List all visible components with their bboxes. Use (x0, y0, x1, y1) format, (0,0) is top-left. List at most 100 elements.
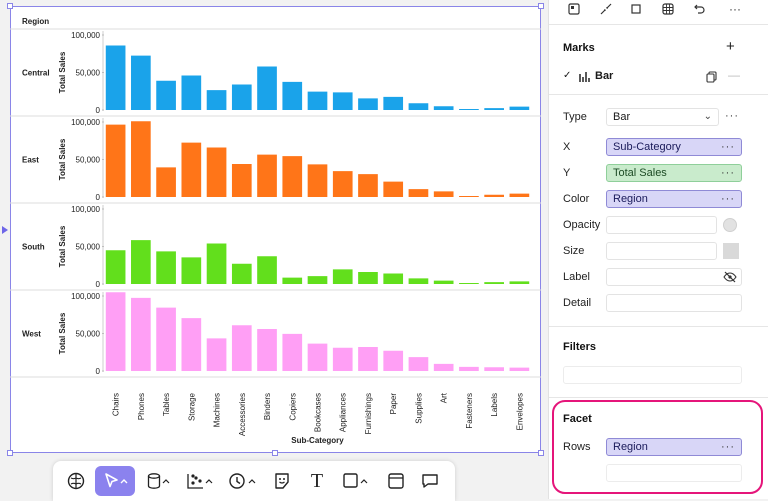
rows-more-icon[interactable]: ··· (721, 441, 735, 453)
resize-handle-top-left[interactable] (7, 3, 13, 9)
bar-central-envelopes (509, 106, 530, 110)
y-tick-label: 100,000 (71, 118, 100, 127)
opacity-field[interactable] (606, 216, 717, 234)
y-tick-label: 50,000 (76, 69, 101, 78)
chevron-down-icon[interactable]: ✓ (563, 70, 572, 81)
mark-row-bar[interactable]: ✓ Bar — (563, 68, 753, 86)
color-field[interactable]: Region ··· (606, 190, 742, 208)
collapse-arrow-icon[interactable] (2, 226, 8, 234)
undo-icon[interactable] (693, 2, 707, 16)
type-select[interactable]: Bar ⌄ (606, 108, 719, 126)
grid-icon[interactable] (661, 2, 675, 16)
shape-tool-button[interactable] (339, 466, 373, 496)
bar-central-appliances (332, 92, 353, 110)
ai-tool-button[interactable] (63, 466, 89, 496)
divider (549, 326, 768, 327)
detail-field[interactable] (606, 294, 742, 312)
layout-icon[interactable] (567, 2, 581, 16)
rectangle-icon (343, 473, 368, 488)
frame-icon (388, 473, 404, 489)
facet-row-label: South (22, 243, 45, 252)
frame-tool-button[interactable] (383, 466, 409, 496)
bar-east-furnishings (358, 174, 378, 197)
faceted-bar-chart: Region Central Total Sales 0 50,000 100,000 Ea… (10, 17, 541, 445)
properties-panel: ··· Marks + ✓ Bar — Type Bar ⌄ ··· X Sub-… (548, 0, 768, 499)
rows-label: Rows (563, 441, 591, 453)
database-icon (147, 473, 170, 489)
resize-handle-bottom-right[interactable] (538, 450, 544, 456)
x-tick-label: Paper (389, 393, 398, 415)
y-tick-label: 0 (96, 367, 101, 376)
bar-west-supplies (408, 357, 429, 371)
bar-chart-icon (579, 72, 590, 82)
y-axis-title: Total Sales (58, 138, 67, 180)
more-icon[interactable]: ··· (729, 2, 741, 16)
y-axis-title: Total Sales (58, 312, 67, 354)
y-tick-label: 100,000 (71, 31, 100, 40)
bar-central-accessories (231, 84, 252, 110)
rows-field[interactable]: Region ··· (606, 438, 742, 456)
label-field[interactable] (606, 268, 742, 286)
chart-tool-button[interactable] (183, 466, 217, 496)
database-tool-button[interactable] (143, 466, 173, 496)
fit-icon[interactable] (629, 2, 643, 16)
y-tick-label: 50,000 (76, 330, 101, 339)
bar-central-labels (484, 108, 504, 110)
bar-west-bookcases (307, 343, 328, 371)
canvas[interactable]: Region Central Total Sales 0 50,000 100,000 Ea… (0, 0, 548, 499)
x-tick-label: Bookcases (314, 393, 323, 432)
resize-handle-top-right[interactable] (538, 3, 544, 9)
opacity-slider-knob[interactable] (723, 218, 737, 232)
detail-label: Detail (563, 297, 592, 309)
bar-west-tables (156, 307, 176, 371)
bar-east-tables (156, 167, 176, 197)
x-tick-label: Chairs (112, 393, 121, 416)
type-label: Type (563, 111, 587, 123)
bar-west-envelopes (509, 367, 530, 371)
y-field[interactable]: Total Sales ··· (606, 164, 742, 182)
type-more-icon[interactable]: ··· (725, 110, 739, 122)
x-field[interactable]: Sub-Category ··· (606, 138, 742, 156)
bar-south-copiers (282, 277, 303, 284)
x-axis-title: Sub-Category (291, 436, 344, 445)
resize-handle-bottom-mid[interactable] (272, 450, 278, 456)
filters-dropzone[interactable] (563, 366, 742, 384)
x-more-icon[interactable]: ··· (721, 141, 735, 153)
duplicate-icon[interactable] (706, 71, 717, 83)
sticker-tool-button[interactable] (269, 466, 295, 496)
resize-handle-bottom-left[interactable] (7, 450, 13, 456)
bar-south-art (433, 280, 454, 284)
bar-west-chairs (105, 292, 126, 371)
x-tick-label: Supplies (414, 393, 423, 424)
divider (549, 24, 768, 25)
remove-mark-icon[interactable]: — (728, 68, 740, 82)
x-tick-label: Copiers (288, 393, 297, 421)
add-mark-button[interactable]: + (726, 38, 735, 55)
label-label: Label (563, 271, 590, 283)
x-tick-label: Accessories (238, 393, 247, 436)
pointer-tool-button[interactable] (95, 466, 135, 496)
columns-field[interactable] (606, 464, 742, 482)
y-tick-label: 100,000 (71, 205, 100, 214)
brain-icon (67, 472, 85, 490)
x-tick-label: Labels (490, 393, 499, 417)
text-tool-button[interactable]: T (305, 466, 329, 496)
bar-central-supplies (408, 103, 429, 110)
divider (549, 397, 768, 398)
y-more-icon[interactable]: ··· (721, 167, 735, 179)
marks-heading: Marks (563, 42, 595, 54)
eye-off-icon[interactable] (723, 271, 737, 283)
color-more-icon[interactable]: ··· (721, 193, 735, 205)
bar-east-paper (383, 181, 404, 197)
bar-west-fasteners (459, 366, 479, 371)
bar-central-furnishings (358, 98, 378, 110)
size-field[interactable] (606, 242, 717, 260)
comment-tool-button[interactable] (417, 466, 443, 496)
bar-south-furnishings (358, 272, 378, 284)
history-tool-button[interactable] (225, 466, 261, 496)
bar-south-storage (181, 257, 202, 284)
collapse-icon[interactable] (599, 2, 613, 16)
bottom-toolbar: T (53, 461, 455, 501)
size-swatch[interactable] (723, 243, 739, 259)
sticker-icon (275, 473, 289, 489)
